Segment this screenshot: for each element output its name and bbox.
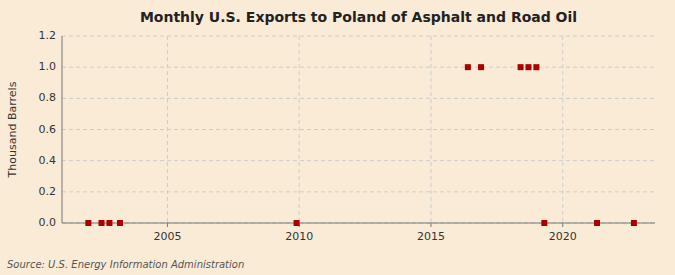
y-axis-label: Thousand Barrels: [6, 81, 19, 178]
grid-line: [62, 98, 655, 99]
point: [541, 220, 547, 226]
x-tick: [562, 223, 563, 227]
grid-line: [299, 36, 300, 223]
point: [518, 64, 524, 70]
point: [478, 64, 484, 70]
x-tick-label: 2005: [153, 230, 181, 243]
y-axis-line: [62, 36, 63, 223]
grid-line: [430, 36, 431, 223]
x-tick: [167, 223, 168, 227]
y-tick-label: 0.6: [39, 123, 57, 136]
point: [465, 64, 471, 70]
point: [525, 64, 531, 70]
points: [85, 64, 637, 226]
point: [85, 220, 91, 226]
grid-line: [62, 160, 655, 161]
y-tick-label: 0.4: [39, 154, 57, 167]
y-tick-label: 1.2: [39, 29, 57, 42]
grid-line: [62, 36, 655, 37]
grid-line: [62, 129, 655, 130]
y-tick-label: 0.8: [39, 91, 57, 104]
point: [117, 220, 123, 226]
y-tick-label: 1.0: [39, 60, 57, 73]
grid-line: [62, 67, 655, 68]
point: [99, 220, 105, 226]
background: [0, 0, 675, 275]
source-note: Source: U.S. Energy Information Administ…: [7, 259, 244, 270]
chart: 0.0 0.2 0.4 0.6 0.8 1.0 1.2 2005 2010 2015 2020 Mon…: [0, 0, 675, 275]
title: Monthly U.S. Exports to Poland of Asphal…: [140, 9, 577, 25]
y-tick-label: 0.0: [39, 216, 57, 229]
point: [631, 220, 637, 226]
point: [594, 220, 600, 226]
grid-line: [62, 191, 655, 192]
grid-line: [562, 36, 563, 223]
point: [106, 220, 112, 226]
point: [533, 64, 539, 70]
grid: [62, 36, 655, 223]
x-tick-label: 2020: [549, 230, 577, 243]
grid-line: [62, 223, 655, 224]
x-axis-line: [62, 223, 655, 224]
x-tick-label: 2015: [417, 230, 445, 243]
x-tick: [430, 223, 431, 227]
grid-line: [167, 36, 168, 223]
y-tick-label: 0.2: [39, 185, 57, 198]
point: [294, 220, 300, 226]
x-tick-label: 2010: [285, 230, 313, 243]
